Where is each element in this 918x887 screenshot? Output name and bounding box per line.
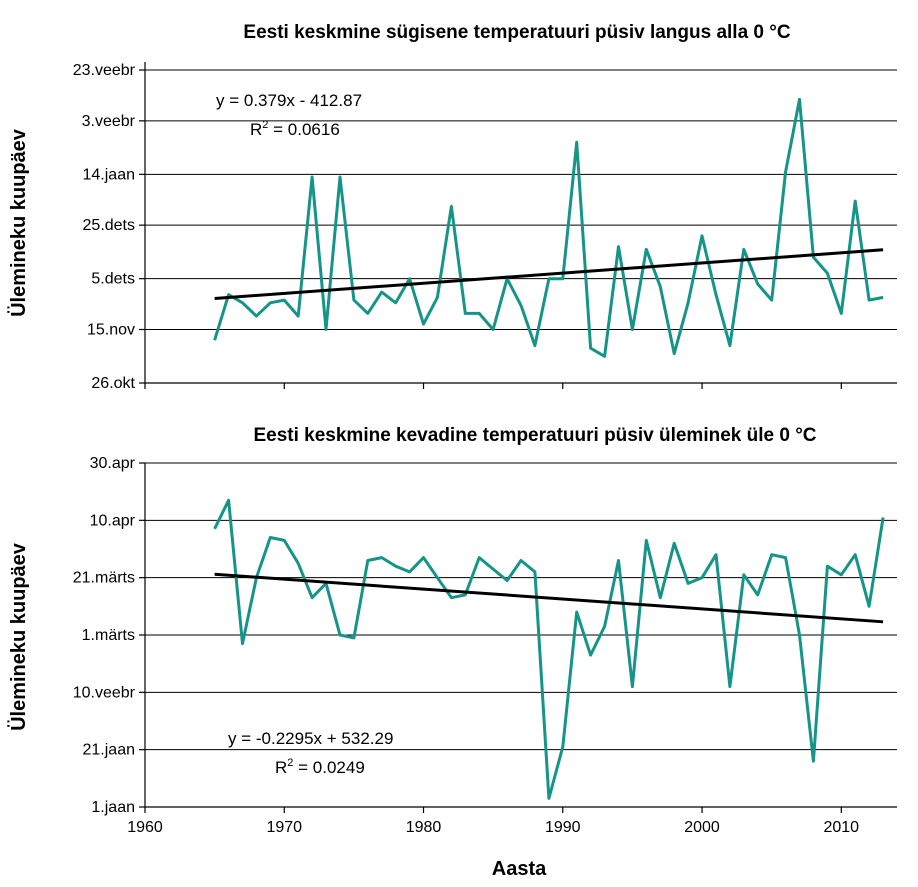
y-tick-label: 21.jaan <box>83 742 136 759</box>
y-tick-label: 10.veebr <box>73 684 136 701</box>
trend-equation: y = 0.379x - 412.87 <box>216 91 362 110</box>
trend-r2: R2 = 0.0249 <box>275 757 365 777</box>
x-axis-label: Aasta <box>492 858 547 880</box>
grid <box>145 462 897 751</box>
y-axis-label: Ülemineku kuupäev <box>7 542 30 731</box>
y-tick-label: 1.jaan <box>91 799 135 816</box>
x-tick-label: 1970 <box>266 819 302 836</box>
x-axis-ticks: 1960 1970 1980 1990 2000 2010 <box>127 807 859 836</box>
chart-spring: Eesti keskmine kevadine temperatuuri püs… <box>7 425 897 836</box>
x-tick-label: 1990 <box>545 819 581 836</box>
y-tick-label: 14.jaan <box>83 166 136 183</box>
y-tick-label: 1.märts <box>82 627 135 644</box>
x-tick-label: 1980 <box>406 819 442 836</box>
chart-title: Eesti keskmine sügisene temperatuuri püs… <box>243 22 790 43</box>
chart-title: Eesti keskmine kevadine temperatuuri püs… <box>253 425 816 446</box>
y-tick-label: 5.dets <box>91 271 135 288</box>
y-tick-label: 21.märts <box>73 570 135 587</box>
y-axis-ticks: 1.jaan 21.jaan 10.veebr 1.märts 21.märts 10.a… <box>73 455 145 816</box>
x-axis-ticks <box>144 383 842 389</box>
y-tick-label: 23.veebr <box>73 62 136 79</box>
trend-r2: R2 = 0.0616 <box>250 119 340 139</box>
x-tick-label: 2000 <box>684 819 720 836</box>
x-tick-label: 1960 <box>127 819 163 836</box>
trend-line <box>214 572 884 624</box>
y-tick-label: 3.veebr <box>82 113 136 130</box>
trend-line <box>214 248 884 300</box>
x-tick-label: 2010 <box>823 819 859 836</box>
y-tick-label: 30.apr <box>90 455 136 472</box>
y-tick-label: 25.dets <box>83 217 135 234</box>
grid <box>145 69 897 330</box>
y-axis-label: Ülemineku kuupäev <box>7 128 30 317</box>
series-line <box>213 97 884 358</box>
y-tick-label: 15.nov <box>87 322 135 339</box>
series-line <box>213 498 885 800</box>
y-axis-ticks: 26.okt 15.nov 5.dets 25.dets 14.jaan 3.veebr 2… <box>73 62 145 392</box>
trend-equation: y = -0.2295x + 532.29 <box>228 729 393 748</box>
y-tick-label: 26.okt <box>91 375 135 392</box>
chart-autumn: Eesti keskmine sügisene temperatuuri püs… <box>7 22 897 392</box>
y-tick-label: 10.apr <box>90 512 136 529</box>
